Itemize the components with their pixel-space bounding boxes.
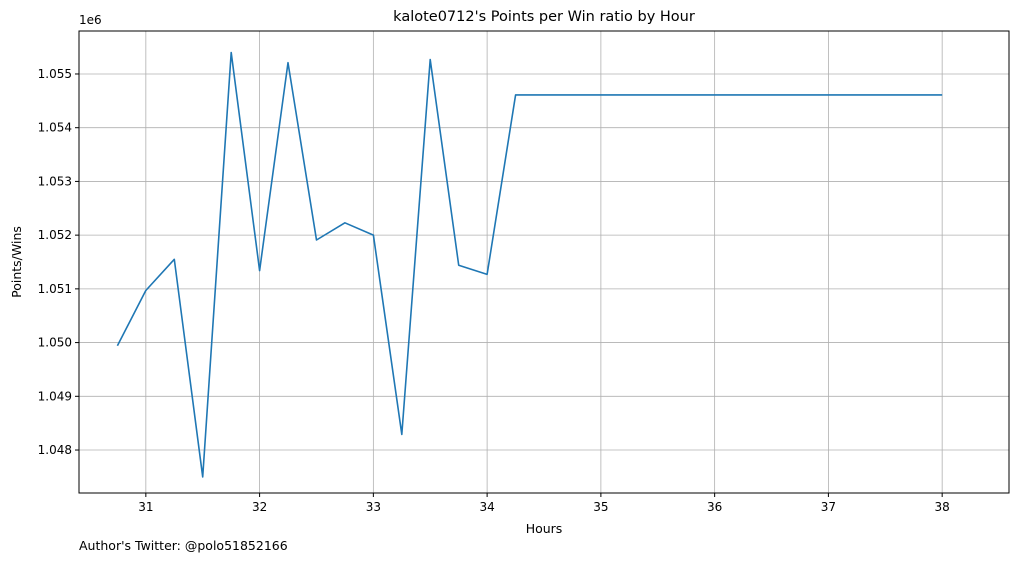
- x-tick-label: 33: [366, 500, 381, 514]
- x-tick-label: 35: [593, 500, 608, 514]
- y-tick-label: 1.048: [38, 443, 72, 457]
- x-tick-label: 37: [821, 500, 836, 514]
- x-tick-label: 34: [479, 500, 494, 514]
- y-offset-label: 1e6: [79, 13, 102, 27]
- y-tick-label: 1.052: [38, 228, 72, 242]
- chart-title: kalote0712's Points per Win ratio by Hou…: [393, 9, 695, 25]
- x-tick-label: 38: [935, 500, 950, 514]
- y-axis-label: Points/Wins: [9, 226, 24, 298]
- x-axis-label: Hours: [526, 521, 563, 536]
- x-tick-label: 36: [707, 500, 722, 514]
- series-line-0: [116, 51, 943, 478]
- y-tick-label: 1.050: [38, 336, 72, 350]
- y-axis: 1.048 1.049 1.050 1.051 1.052 1.053 1.054 1.055: [38, 67, 79, 457]
- y-tick-label: 1.054: [38, 121, 72, 135]
- grid: [79, 31, 1009, 493]
- y-tick-label: 1.053: [38, 174, 72, 188]
- x-tick-label: 31: [138, 500, 153, 514]
- y-tick-label: 1.055: [38, 67, 72, 81]
- plot-frame: [78, 30, 1010, 494]
- author-credit: Author's Twitter: @polo51852166: [79, 538, 288, 553]
- series-layer: [116, 51, 943, 478]
- y-tick-label: 1.051: [38, 282, 72, 296]
- x-axis: 31 32 33 34 35 36 37 38: [138, 493, 950, 514]
- x-tick-label: 32: [252, 500, 267, 514]
- y-tick-label: 1.049: [38, 389, 72, 403]
